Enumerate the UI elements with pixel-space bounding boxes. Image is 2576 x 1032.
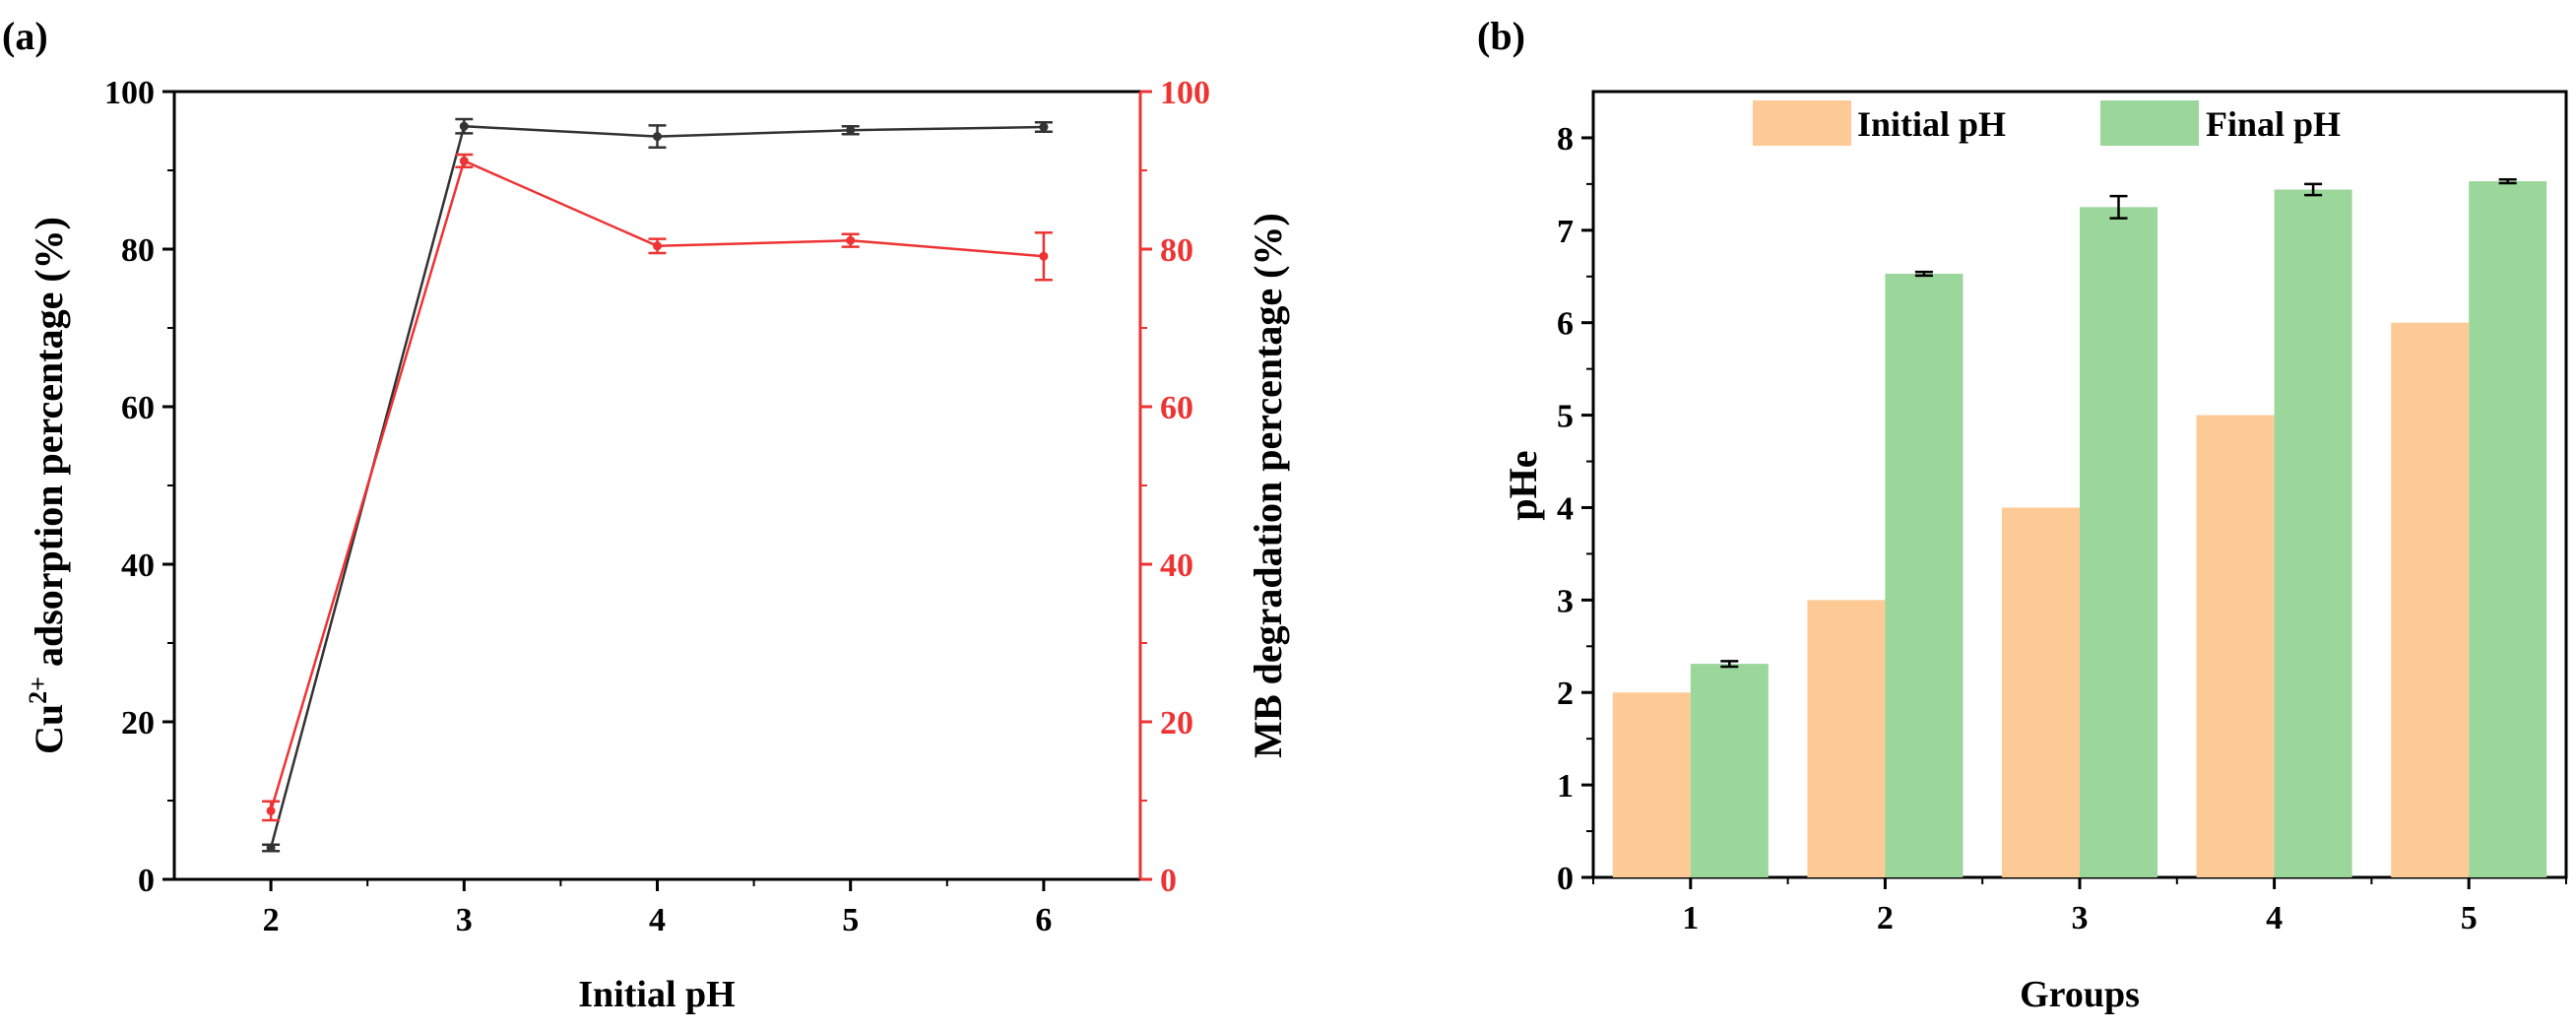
panel-a-ytick-left-label: 60 bbox=[121, 390, 155, 426]
data-point bbox=[266, 843, 276, 853]
bar-final-ph bbox=[1885, 273, 1964, 877]
panel-a-ytick-right-label: 0 bbox=[1160, 863, 1177, 899]
bar-initial-ph bbox=[2391, 322, 2470, 877]
data-point bbox=[653, 132, 662, 142]
data-point bbox=[1039, 122, 1049, 132]
panel-a-xlabel: Initial pH bbox=[578, 974, 735, 1015]
panel-b-xtick-label: 2 bbox=[1877, 900, 1894, 936]
bar-final-ph bbox=[1690, 664, 1769, 877]
panel-b-ytick-label: 2 bbox=[1557, 676, 1574, 712]
data-point bbox=[459, 121, 469, 131]
panel-a-ytick-right-label: 40 bbox=[1160, 548, 1193, 584]
panel-a-ytick-right-label: 60 bbox=[1160, 390, 1193, 426]
panel-a-label: (a) bbox=[2, 14, 48, 58]
bar-final-ph bbox=[2274, 189, 2352, 878]
legend-swatch-initial bbox=[1753, 100, 1851, 146]
panel-b-ytick-label: 7 bbox=[1557, 214, 1574, 250]
panel-a-ytick-left-label: 80 bbox=[121, 232, 155, 269]
bar-final-ph bbox=[2080, 207, 2157, 878]
panel-b-xtick-label: 1 bbox=[1682, 900, 1699, 936]
data-point bbox=[266, 806, 276, 815]
panel-a-ytick-left-label: 40 bbox=[121, 548, 155, 584]
bar-initial-ph bbox=[2002, 507, 2080, 877]
data-point bbox=[459, 156, 469, 165]
panel-b-label: (b) bbox=[1477, 14, 1525, 58]
panel-b-ylabel: pHe bbox=[1501, 450, 1545, 520]
panel-a-ylabel-left: Cu2+ adsorption percentage (%) bbox=[24, 217, 71, 754]
panel-a-xtick-label: 6 bbox=[1035, 902, 1052, 938]
panel-a-xtick-label: 3 bbox=[456, 902, 473, 938]
series-line-1 bbox=[269, 159, 1045, 811]
panel-a-ytick-left-label: 0 bbox=[138, 863, 155, 899]
panel-b-ytick-label: 0 bbox=[1557, 861, 1574, 897]
panel-a: (a) 2 3 4 5 6 0 20 40 60 80 100 0 20 40 60 80 100 Init… bbox=[2, 14, 1290, 1015]
bar-final-ph bbox=[2469, 181, 2547, 877]
panel-a-ytick-right-label: 20 bbox=[1160, 705, 1193, 742]
panel-b-ytick-label: 8 bbox=[1557, 121, 1574, 158]
panel-a-ylabel-right: MB degradation percentage (%) bbox=[1246, 213, 1290, 758]
panel-b-ytick-label: 3 bbox=[1557, 583, 1574, 619]
panel-b-xlabel: Groups bbox=[2020, 974, 2140, 1015]
bar-initial-ph bbox=[2196, 415, 2275, 877]
legend-swatch-final bbox=[2100, 100, 2199, 146]
panel-b-xtick-label: 4 bbox=[2266, 900, 2283, 936]
data-point bbox=[846, 235, 856, 245]
panel-a-xtick-label: 2 bbox=[263, 902, 280, 938]
panel-a-xtick-label: 5 bbox=[842, 902, 859, 938]
data-point bbox=[846, 125, 856, 135]
series-line-0 bbox=[269, 124, 1044, 849]
panel-a-frame bbox=[172, 90, 1142, 881]
panel-b-ytick-label: 1 bbox=[1557, 768, 1574, 805]
panel-b-ytick-label: 6 bbox=[1557, 306, 1574, 343]
bar-initial-ph bbox=[1612, 692, 1691, 877]
panel-b-xtick-label: 5 bbox=[2461, 900, 2478, 936]
panel-b-xtick-label: 3 bbox=[2072, 900, 2089, 936]
legend-label-final: Final pH bbox=[2206, 104, 2341, 144]
legend: Initial pH Final pH bbox=[1753, 100, 2341, 146]
panel-a-ytick-left-label: 20 bbox=[121, 705, 155, 742]
panel-a-ytick-right-label: 100 bbox=[1160, 75, 1210, 111]
panel-a-ytick-right-label: 80 bbox=[1160, 232, 1193, 269]
data-point bbox=[1039, 251, 1049, 261]
legend-label-initial: Initial pH bbox=[1857, 104, 2006, 144]
panel-a-xtick-label: 4 bbox=[649, 902, 666, 938]
panel-b-ytick-label: 4 bbox=[1557, 490, 1574, 527]
panel-b-ytick-label: 5 bbox=[1557, 399, 1574, 435]
panel-a-ytick-left-label: 100 bbox=[104, 75, 155, 111]
bar-initial-ph bbox=[1807, 600, 1886, 877]
data-point bbox=[653, 241, 662, 251]
